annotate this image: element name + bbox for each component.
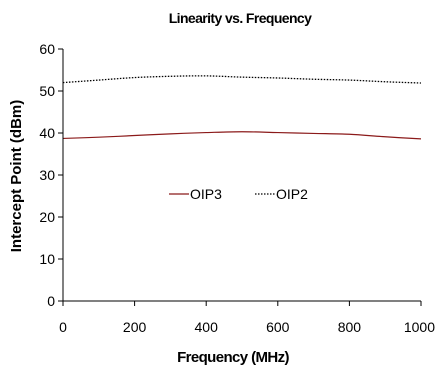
- y-axis-title: Intercept Point (dBm): [8, 100, 25, 253]
- y-tick-label: 10: [39, 251, 55, 267]
- y-tick-label: 40: [39, 125, 55, 141]
- x-tick-label: 400: [195, 319, 219, 335]
- x-tick-label: 1000: [404, 319, 435, 335]
- legend-label-oip2: OIP2: [276, 186, 308, 202]
- x-tick-label: 200: [123, 319, 147, 335]
- x-axis-title: Frequency (MHz): [177, 349, 289, 366]
- x-tick-label: 600: [266, 319, 290, 335]
- series-layer: [62, 75, 422, 140]
- x-tick-label: 800: [338, 319, 362, 335]
- y-tick-label: 60: [39, 41, 55, 57]
- y-tick-label: 0: [47, 293, 55, 309]
- y-tick-label: 20: [39, 209, 55, 225]
- series-line-oip3: [62, 131, 422, 140]
- legend: OIP3 OIP2: [169, 186, 308, 202]
- legend-label-oip3: OIP3: [190, 186, 222, 202]
- y-ticks: 0 10 20 30 40 50 60: [39, 41, 63, 309]
- chart-title: Linearity vs. Frequency: [169, 10, 312, 26]
- series-line-oip2: [62, 75, 422, 84]
- y-tick-label: 30: [39, 167, 55, 183]
- x-tick-label: 0: [59, 319, 67, 335]
- x-ticks: 0 200 400 600 800 1000: [59, 301, 435, 335]
- y-tick-label: 50: [39, 83, 55, 99]
